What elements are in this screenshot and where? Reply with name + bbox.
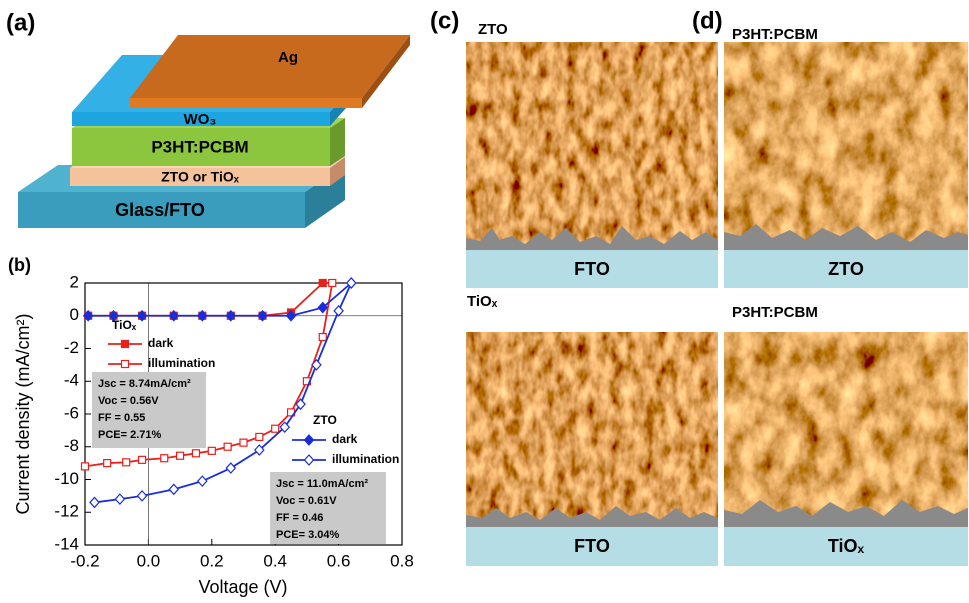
substrate-label: FTO xyxy=(574,536,610,556)
afm-surface xyxy=(724,42,968,250)
annotation-text: PCE= 2.71% xyxy=(98,429,162,441)
y-tick-label: -4 xyxy=(64,371,79,390)
marker xyxy=(169,484,178,494)
x-tick-label: -0.2 xyxy=(70,551,99,570)
marker xyxy=(329,280,336,287)
legend-title: ZTO xyxy=(313,413,337,427)
panel-label: (b) xyxy=(8,255,31,275)
y-tick-label: -10 xyxy=(54,469,79,488)
afm-label: ZTO xyxy=(478,21,508,38)
afm-label: P3HT:PCBM xyxy=(732,26,818,43)
y-tick-label: -2 xyxy=(64,338,79,357)
afm-label: P3HT:PCBM xyxy=(732,304,818,321)
marker xyxy=(319,280,326,287)
y-tick-label: 2 xyxy=(70,272,79,291)
afm-surface xyxy=(724,332,968,527)
legend-marker xyxy=(305,435,314,445)
layer-top xyxy=(130,35,410,98)
x-tick-label: 0.0 xyxy=(137,551,161,570)
annotation-text: FF = 0.55 xyxy=(98,412,145,424)
annotation-text: Jsc = 8.74mA/cm² xyxy=(98,378,191,390)
y-tick-label: -12 xyxy=(54,502,79,521)
annotation-text: Jsc = 11.0mA/cm² xyxy=(276,478,368,490)
annotation-text: Voc = 0.56V xyxy=(98,395,159,407)
x-tick-label: 0.2 xyxy=(200,551,224,570)
marker xyxy=(224,443,231,450)
legend-marker xyxy=(122,341,129,348)
y-tick-label: -14 xyxy=(54,534,79,553)
substrate-label: TiOₓ xyxy=(828,536,865,556)
marker xyxy=(177,452,184,459)
marker xyxy=(138,491,147,501)
marker xyxy=(198,476,207,486)
x-tick-label: 0.6 xyxy=(327,551,351,570)
marker xyxy=(192,450,199,457)
figure: Ag WO₃ P3HT:PCBM ZTO or TiOₓ Glass/FTO (… xyxy=(0,0,969,603)
marker xyxy=(240,439,247,446)
legend-label: illumination xyxy=(332,452,399,466)
legend-label: dark xyxy=(332,432,358,446)
marker xyxy=(334,306,343,316)
afm-label: TiOₓ xyxy=(467,293,498,310)
layer-label: WO₃ xyxy=(184,111,217,128)
layer-front xyxy=(130,98,362,108)
x-tick-label: 0.4 xyxy=(263,551,287,570)
marker xyxy=(319,334,326,341)
annotation-text: Voc = 0.61V xyxy=(276,495,337,507)
annotation-text: PCE= 3.04% xyxy=(276,529,340,541)
y-tick-label: 0 xyxy=(70,305,79,324)
y-tick-label: -6 xyxy=(64,403,79,422)
substrate-label: ZTO xyxy=(828,259,864,279)
legend-label: dark xyxy=(148,336,174,350)
marker xyxy=(115,494,124,504)
layer-label: P3HT:PCBM xyxy=(151,137,248,156)
legend-label: illumination xyxy=(148,356,215,370)
marker xyxy=(161,455,168,462)
afm-surface xyxy=(466,42,718,250)
legend-title: TiOₓ xyxy=(112,318,137,332)
marker xyxy=(104,460,111,467)
x-axis-label: Voltage (V) xyxy=(198,577,287,597)
panel-label: (d) xyxy=(692,7,723,34)
y-tick-label: -8 xyxy=(64,436,79,455)
marker xyxy=(256,433,263,440)
device-diagram: Ag WO₃ P3HT:PCBM ZTO or TiOₓ Glass/FTO xyxy=(18,35,410,228)
marker xyxy=(139,456,146,463)
legend-marker xyxy=(122,361,129,368)
layer-label: Glass/FTO xyxy=(115,200,205,220)
afm-surface xyxy=(466,332,718,527)
y-axis-label: Current density (mA/cm²) xyxy=(13,313,33,514)
panel-label: (c) xyxy=(430,7,459,34)
marker xyxy=(226,463,235,473)
marker xyxy=(90,497,99,507)
legend-marker xyxy=(305,455,314,465)
x-tick-label: 0.8 xyxy=(390,551,414,570)
marker xyxy=(208,447,215,454)
substrate-label: FTO xyxy=(574,259,610,279)
series-line xyxy=(88,283,351,316)
afm-image: ZTO FTO P3HT:PCBM ZTO TiOₓ FTO P3HT:PCBM… xyxy=(466,21,968,566)
marker xyxy=(123,459,130,466)
layer-label: ZTO or TiOₓ xyxy=(161,169,240,185)
panel-label: (a) xyxy=(6,9,35,36)
marker xyxy=(82,463,89,470)
layer-label: Ag xyxy=(278,49,298,66)
annotation-text: FF = 0.46 xyxy=(276,512,323,524)
marker xyxy=(272,425,279,432)
